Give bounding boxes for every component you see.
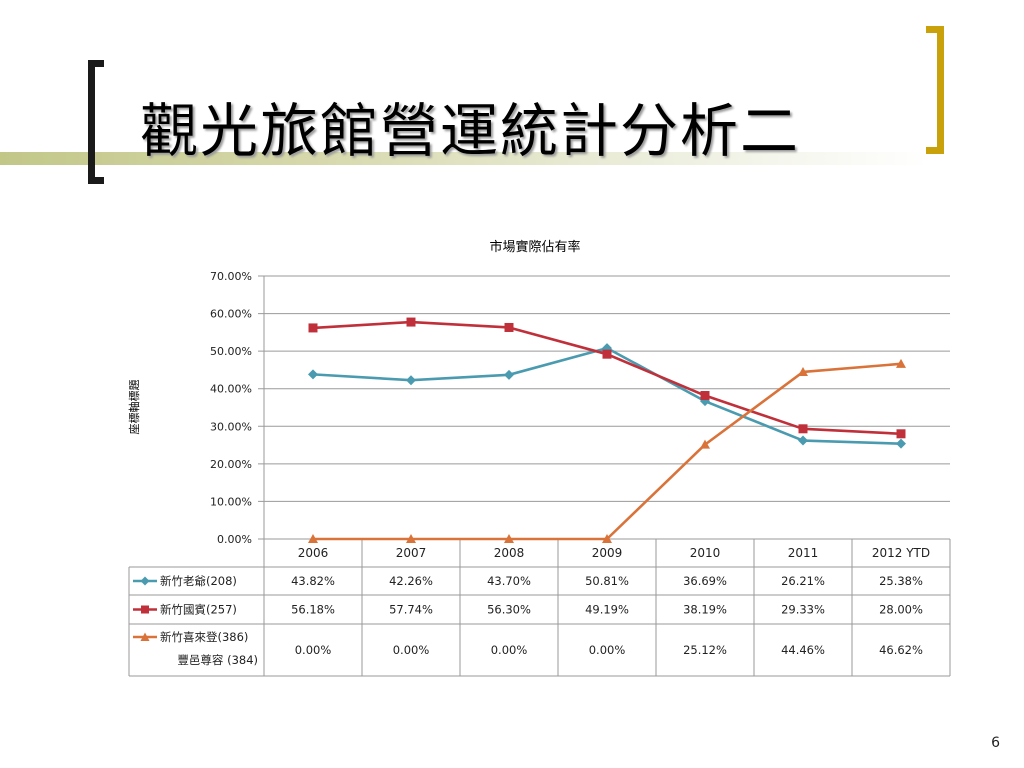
table-value-cell: 28.00% [879,603,923,617]
x-category-label: 2012 YTD [872,546,930,560]
title-underline-bar [0,152,930,165]
table-value-cell: 38.19% [683,603,727,617]
data-point [700,439,710,449]
table-value-cell: 0.00% [393,643,430,657]
x-category-label: 2009 [592,546,623,560]
table-value-cell: 0.00% [295,643,332,657]
y-tick-label: 60.00% [210,308,252,321]
y-axis-title: 座標軸標題 [127,380,141,435]
table-value-cell: 29.33% [781,603,825,617]
y-tick-label: 20.00% [210,458,252,471]
legend-series-name-line2: 豐邑尊容 (384) [177,653,258,667]
table-value-cell: 36.69% [683,574,727,588]
data-point [504,369,514,380]
legend-series-name: 新竹喜來登(386) [160,630,248,644]
data-point [308,323,318,333]
legend-key-marker [140,576,150,586]
y-tick-label: 30.00% [210,420,252,433]
table-value-cell: 43.82% [291,574,335,588]
x-category-label: 2010 [690,546,721,560]
data-point [700,391,710,401]
data-table: 2006 2007 2008 2009 2010 2011 2012 YTD 新竹老爺(208… [128,276,951,677]
data-point [798,366,808,376]
legend-key-marker [140,632,150,641]
data-point [896,429,906,439]
data-point [798,435,808,446]
table-value-cell: 43.70% [487,574,531,588]
x-category-label: 2011 [788,546,819,560]
gridlines [258,275,950,540]
data-point [504,534,514,543]
y-tick-label: 0.00% [217,533,252,546]
series-1 [308,343,906,449]
table-value-cell: 50.81% [585,574,629,588]
table-value-cell: 46.62% [879,643,923,657]
series-2 [308,317,906,439]
page-number: 6 [991,735,1000,751]
table-value-cell: 0.00% [491,643,528,657]
series-line [312,320,902,436]
table-value-cell: 0.00% [589,643,626,657]
legend-key-marker [141,605,149,614]
slide-title: 觀光旅館營運統計分析二 [140,97,801,165]
data-point [504,322,514,332]
table-value-cell: 42.26% [389,574,433,588]
data-point [602,349,612,359]
table-value-cell: 49.19% [585,603,629,617]
table-value-cell: 56.30% [487,603,531,617]
legend-series-name: 新竹老爺(208) [160,574,237,588]
table-value-cell: 26.21% [781,574,825,588]
series-3 [308,358,906,543]
y-tick-labels: 0.00% 10.00% 20.00% 30.00% 40.00% 50.00% 60.00… [210,270,252,546]
left-bracket-decoration [88,60,104,184]
legend-series-name: 新竹國賓(257) [160,603,237,617]
y-tick-label: 50.00% [210,345,252,358]
data-point [798,424,808,434]
table-value-cell: 25.38% [879,574,923,588]
data-point [896,438,906,449]
series-lines [308,317,906,543]
y-tick-label: 70.00% [210,270,252,283]
x-category-label: 2007 [396,546,427,560]
table-value-cell: 44.46% [781,643,825,657]
right-bracket-decoration [926,26,944,154]
data-point [602,534,612,543]
table-value-cell: 57.74% [389,603,433,617]
x-category-label: 2008 [494,546,525,560]
chart-title: 市場實際佔有率 [489,239,580,255]
data-point [308,534,318,543]
y-tick-label: 10.00% [210,495,252,508]
table-value-cell: 56.18% [291,603,335,617]
table-value-cell: 25.12% [683,643,727,657]
data-point [406,317,416,327]
data-point [406,375,416,386]
data-point [896,358,906,368]
data-point [308,369,318,380]
x-category-label: 2006 [298,546,329,560]
series-line [313,362,902,541]
y-tick-label: 40.00% [210,383,252,396]
data-point [406,534,416,543]
